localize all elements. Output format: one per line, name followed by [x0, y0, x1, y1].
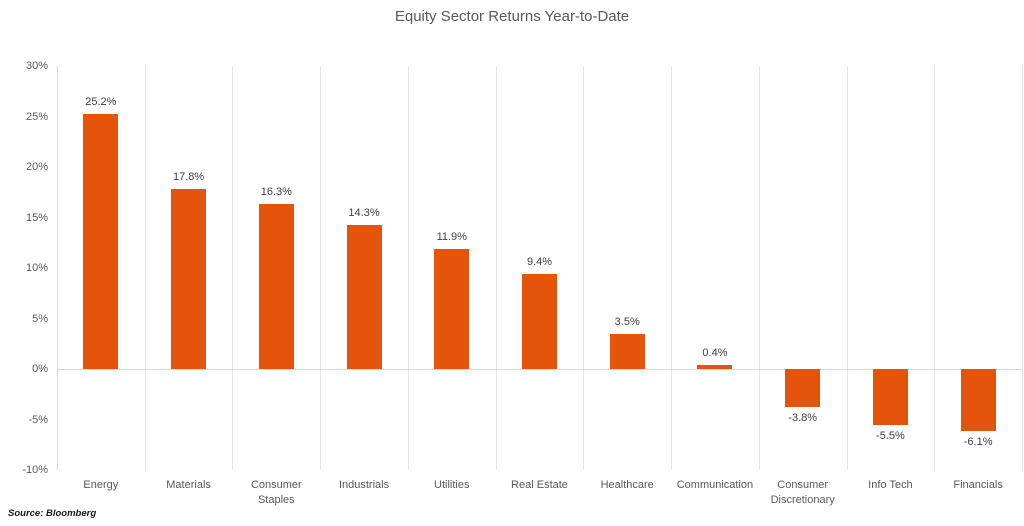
x-axis-category-label: Real Estate	[511, 479, 568, 491]
y-axis-tick-label: 10%	[25, 262, 48, 274]
bar-data-label: 0.4%	[702, 346, 728, 359]
vertical-gridline	[846, 66, 848, 470]
vertical-gridline	[407, 66, 409, 470]
x-axis-category-label: Consumer Discretionary	[770, 479, 835, 506]
vertical-gridline	[671, 66, 673, 470]
vertical-gridline	[583, 66, 585, 470]
y-axis-line	[57, 66, 58, 470]
y-axis-tick-label: 25%	[25, 110, 48, 123]
vertical-gridline	[144, 66, 146, 470]
x-axis-category-label: Healthcare	[600, 479, 654, 491]
chart-title: Equity Sector Returns Year-to-Date	[394, 8, 630, 25]
vertical-gridline	[495, 66, 497, 470]
x-axis-category-label: Utilities	[434, 479, 470, 491]
x-axis-category-label: Consumer Staples	[250, 479, 302, 506]
bar-data-label: 14.3%	[348, 206, 380, 219]
vertical-gridline	[1022, 66, 1023, 470]
y-axis-tick-label: 15%	[25, 211, 48, 224]
x-axis-category-label: Energy	[83, 479, 119, 491]
bar-data-label: 17.8%	[172, 171, 205, 184]
vertical-gridline	[934, 66, 936, 470]
x-axis-category-label: Industrials	[338, 479, 390, 491]
x-axis-category-label: Communication	[676, 479, 754, 491]
x-axis-category-label: Info Tech	[868, 479, 913, 491]
bar-data-label: -3.8%	[788, 412, 818, 425]
y-axis-tick-label: 30%	[25, 60, 48, 72]
y-axis-tick-label: -10%	[22, 464, 48, 476]
bar-materials	[171, 189, 207, 369]
bar-data-label: 16.3%	[260, 186, 292, 199]
bar-consumer-staples	[258, 204, 294, 369]
vertical-gridline	[758, 66, 760, 470]
bar-real-estate	[522, 274, 557, 369]
bar-healthcare	[609, 333, 645, 369]
bar-data-label: 9.4%	[526, 256, 553, 269]
vertical-gridline	[232, 66, 234, 470]
x-axis-category-label: Financials	[953, 479, 1003, 491]
bar-financials	[960, 369, 996, 431]
bar-data-label: -6.1%	[963, 435, 993, 448]
bar-data-label: 11.9%	[436, 230, 467, 243]
bar-data-label: 3.5%	[614, 315, 640, 328]
y-axis-tick-label: 5%	[32, 312, 48, 325]
bar-industrials	[346, 224, 382, 369]
y-axis-tick-label: 0%	[32, 363, 48, 375]
zero-baseline	[57, 369, 1022, 370]
bar-utilities	[434, 248, 470, 369]
bar-communication	[697, 364, 733, 369]
bar-energy	[83, 114, 119, 369]
y-axis-tick-label: 20%	[25, 161, 48, 173]
y-axis-tick-label: -5%	[28, 413, 48, 426]
bar-info-tech	[872, 369, 908, 425]
bar-consumer-discretionary	[785, 369, 821, 408]
source-note: Source: Bloomberg	[8, 508, 97, 519]
bar-data-label: 25.2%	[85, 96, 117, 109]
bar-data-label: -5.5%	[876, 429, 905, 442]
x-axis-category-label: Materials	[166, 479, 211, 491]
vertical-gridline	[320, 66, 322, 470]
